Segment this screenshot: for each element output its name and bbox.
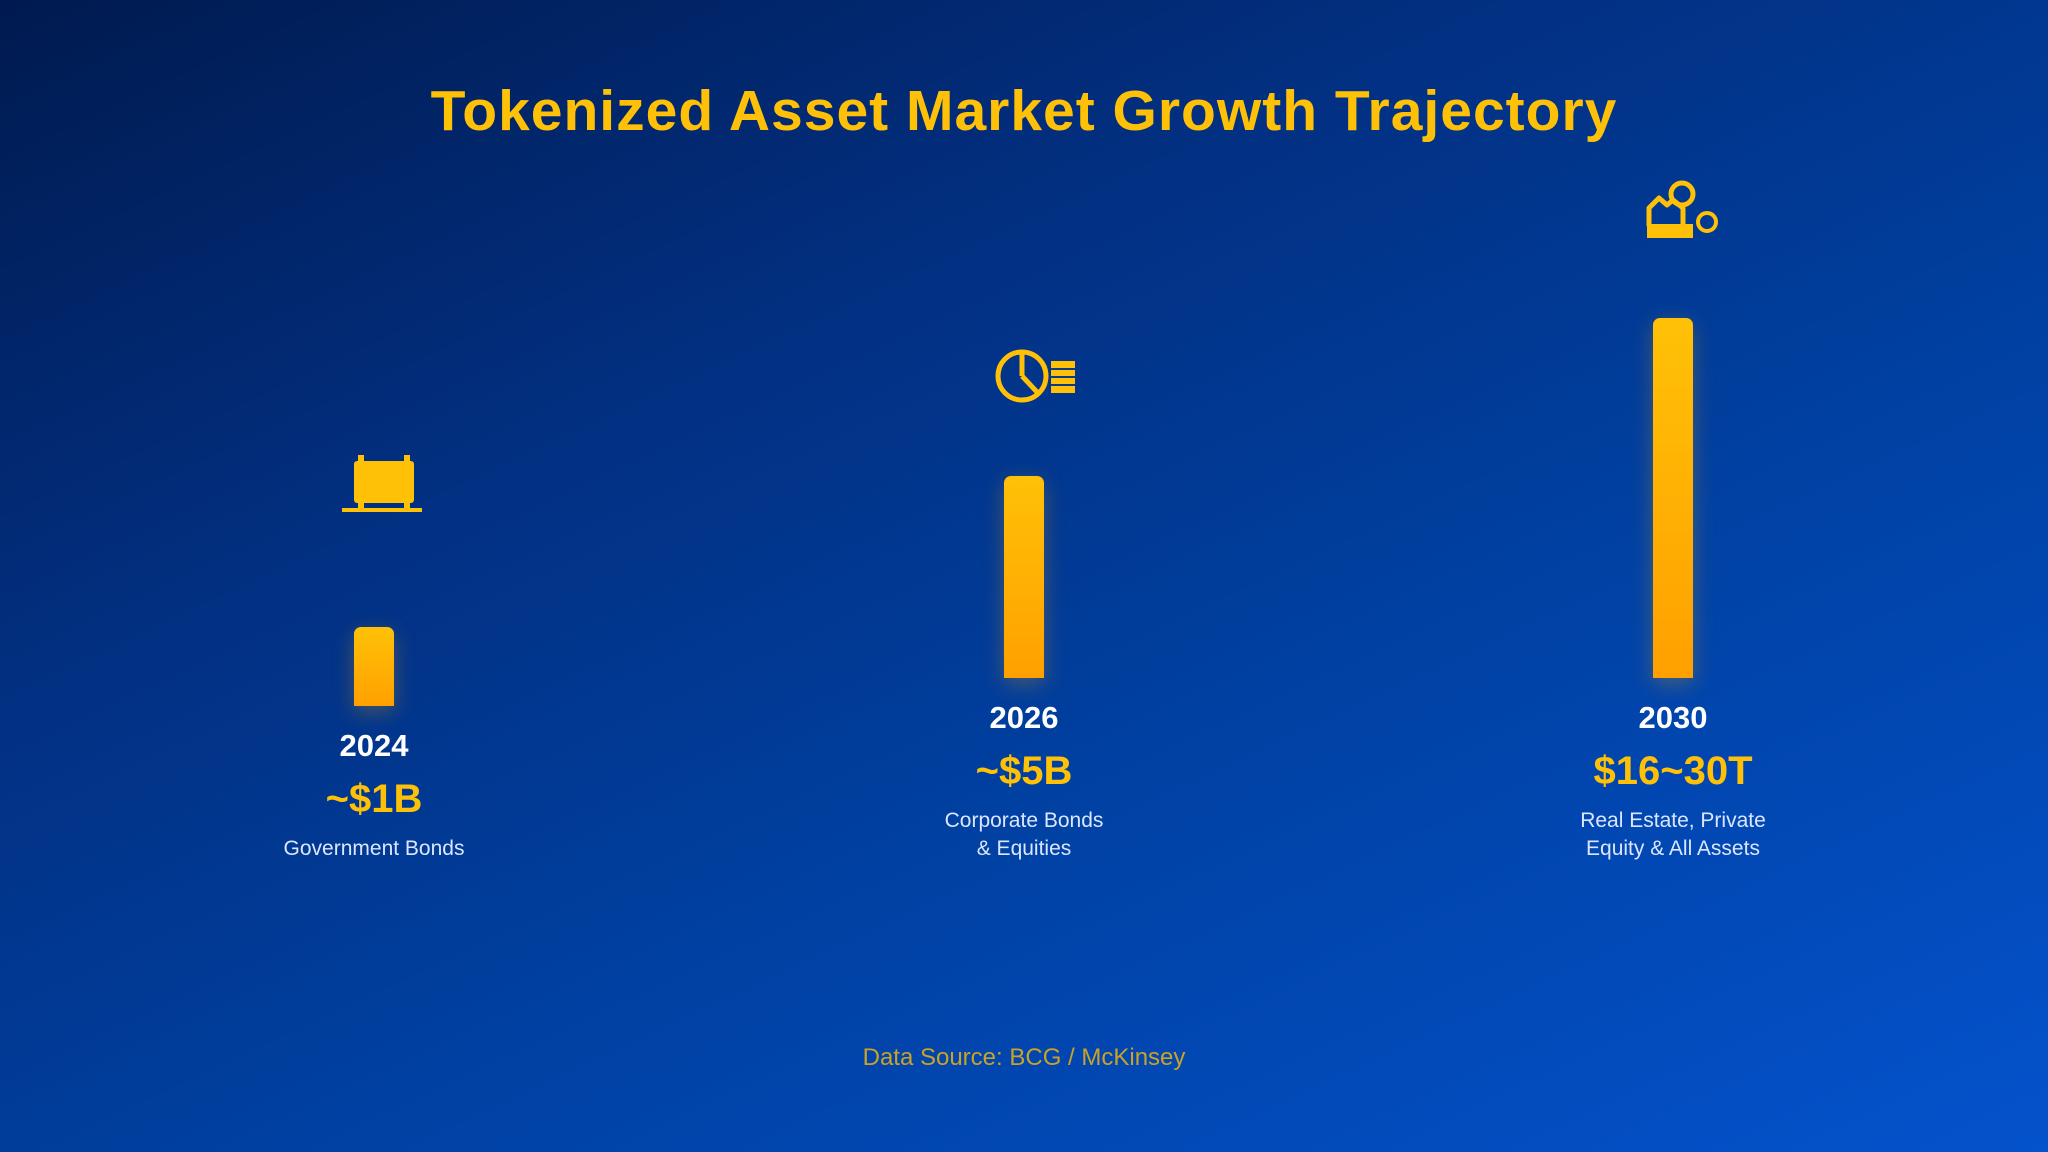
page-title: Tokenized Asset Market Growth Trajectory [430,79,1618,143]
value-label: ~$5B [975,749,1073,793]
description-line: Government Bonds [283,837,465,860]
description-label: Real Estate, Private Equity & All Assets [1373,807,1973,863]
value-label: $16~30T [1593,749,1753,793]
data-source: Data Source: BCG / McKinsey [862,1044,1186,1071]
value-label: ~$1B [325,777,423,821]
bar-2030 [1653,318,1693,678]
pie-chart-coins-icon [978,336,1078,416]
description-line: Real Estate, Private [1580,809,1766,832]
label-group-2026: 2026 ~$5B Corporate Bonds & Equities [724,698,1324,863]
description-line: & Equities [976,837,1072,860]
description-line: Corporate Bonds [944,809,1104,832]
year-label: 2024 [339,728,409,763]
year-label: 2026 [989,700,1059,735]
label-group-2030: 2030 $16~30T Real Estate, Private Equity & … [1373,698,1973,863]
description-label: Government Bonds [74,835,674,863]
label-group-2024: 2024 ~$1B Government Bonds [74,726,674,863]
description-line: Equity & All Assets [1586,837,1760,860]
year-label: 2030 [1638,700,1708,735]
bond-certificate-icon [328,439,428,519]
house-coins-icon [1627,178,1727,258]
bar-2024 [354,627,394,706]
description-label: Corporate Bonds & Equities [724,807,1324,863]
bar-2026 [1004,476,1044,678]
